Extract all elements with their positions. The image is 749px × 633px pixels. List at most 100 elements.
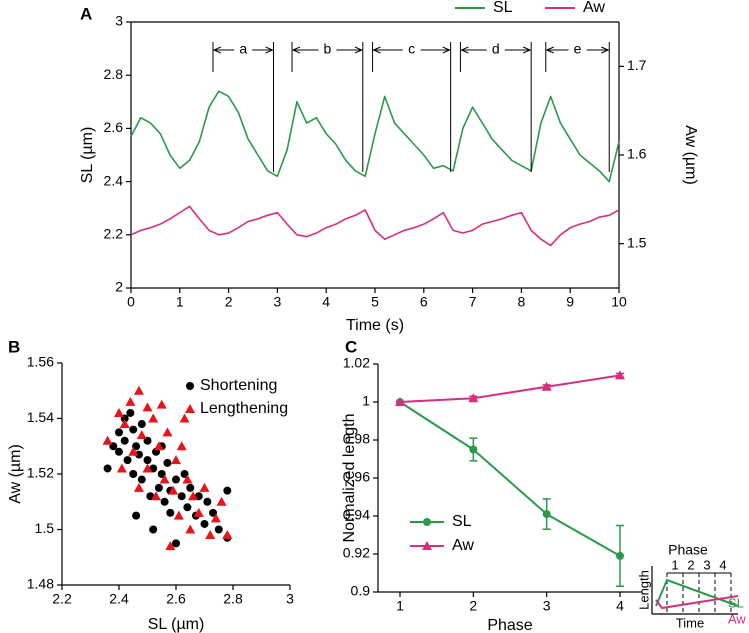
- marker: [142, 402, 153, 412]
- x-tick-label: 5: [371, 294, 379, 310]
- marker: [205, 530, 216, 540]
- marker: [132, 511, 141, 520]
- series-line: [130, 205, 620, 247]
- y-tick-label: 2.2: [104, 226, 124, 242]
- marker: [616, 551, 624, 560]
- y2-tick-label: 1.5: [627, 234, 647, 250]
- legend-label: SL: [452, 513, 472, 530]
- marker: [171, 455, 181, 465]
- y-tick-label: 1.5: [35, 520, 55, 536]
- marker: [177, 492, 186, 501]
- marker: [210, 513, 221, 523]
- y-tick-label: 0.98: [343, 431, 370, 447]
- marker: [209, 508, 218, 517]
- marker: [133, 385, 144, 395]
- y-tick-label: 2.8: [104, 66, 124, 82]
- x-tick-label: 0: [127, 294, 135, 310]
- marker: [172, 475, 180, 484]
- marker: [168, 485, 179, 495]
- marker: [183, 503, 192, 512]
- panel-label: C: [345, 337, 357, 356]
- interval-label: b: [324, 41, 332, 57]
- inset-aw-label: Aw: [728, 611, 746, 626]
- y-tick-label: 1.48: [27, 576, 54, 592]
- y-tick-label: 1.02: [343, 355, 370, 371]
- interval-label-bg: [234, 42, 253, 58]
- x-axis-label: Time (s): [346, 317, 404, 334]
- marker: [179, 413, 190, 423]
- x-tick-label: 2.2: [52, 591, 72, 607]
- marker: [154, 483, 163, 492]
- marker: [203, 497, 212, 506]
- marker: [120, 436, 129, 445]
- y-tick-label: 3: [115, 13, 123, 29]
- marker: [148, 413, 159, 423]
- y2-tick-label: 1.6: [627, 146, 647, 162]
- marker: [115, 428, 123, 437]
- panel-label: B: [8, 337, 20, 356]
- marker: [116, 463, 127, 473]
- interval-label: a: [239, 41, 247, 57]
- inset-xlabel: Time: [676, 615, 704, 630]
- marker: [199, 482, 210, 492]
- marker: [134, 450, 143, 459]
- x-tick-label: 2.8: [223, 591, 243, 607]
- y-axis-label: Aw (µm): [7, 444, 24, 504]
- marker: [222, 530, 233, 540]
- interval-label: d: [492, 41, 500, 57]
- marker: [165, 541, 176, 551]
- marker: [132, 442, 141, 451]
- marker: [137, 420, 146, 429]
- y-tick-label: 1.54: [27, 409, 54, 425]
- legend-marker: [423, 518, 431, 526]
- inset-phase: 4: [719, 557, 726, 572]
- legend-label: Shortening: [200, 377, 277, 394]
- x-tick-label: 6: [420, 294, 428, 310]
- y-tick-label: 2.6: [104, 119, 124, 135]
- marker: [182, 474, 193, 484]
- y-tick-label: 1.52: [27, 465, 54, 481]
- marker: [149, 525, 158, 534]
- y-tick-label: 2.4: [104, 172, 124, 188]
- y-tick-label: 1.56: [27, 354, 54, 370]
- inset-phase: 1: [671, 557, 678, 572]
- x-tick-label: 2: [225, 294, 233, 310]
- marker: [159, 474, 170, 484]
- x-tick-label: 9: [566, 294, 574, 310]
- marker: [162, 427, 173, 437]
- marker: [125, 396, 136, 406]
- interval-label: c: [408, 41, 415, 57]
- marker: [157, 470, 166, 478]
- series-line: [130, 90, 620, 183]
- legend-label: SL: [493, 0, 513, 16]
- inset-title: Phase: [668, 542, 708, 558]
- y-tick-label: 2: [115, 279, 123, 295]
- y-tick-label: 0.96: [343, 469, 370, 485]
- series-line: [399, 401, 621, 557]
- x-axis-label: SL (µm): [148, 616, 205, 633]
- marker: [133, 482, 144, 492]
- legend-marker: [186, 382, 194, 390]
- marker: [129, 470, 138, 478]
- y2-axis-label: Aw (µm): [682, 125, 699, 185]
- marker: [188, 491, 199, 501]
- marker: [223, 486, 232, 495]
- y2-tick-label: 1.7: [627, 57, 647, 73]
- x-tick-label: 2.6: [166, 591, 186, 607]
- y-tick-label: 0.92: [343, 545, 370, 561]
- inset-aw: [655, 595, 739, 610]
- marker: [128, 446, 139, 456]
- marker: [115, 447, 123, 456]
- marker: [153, 441, 164, 451]
- x-tick-label: 4: [616, 598, 624, 614]
- legend-marker: [422, 541, 432, 550]
- x-tick-label: 3: [543, 598, 551, 614]
- y-tick-label: 0.94: [343, 507, 370, 523]
- marker: [103, 464, 112, 473]
- marker: [166, 508, 175, 517]
- marker: [114, 407, 124, 417]
- x-tick-label: 1: [176, 294, 184, 310]
- marker: [186, 483, 195, 492]
- marker: [214, 525, 223, 534]
